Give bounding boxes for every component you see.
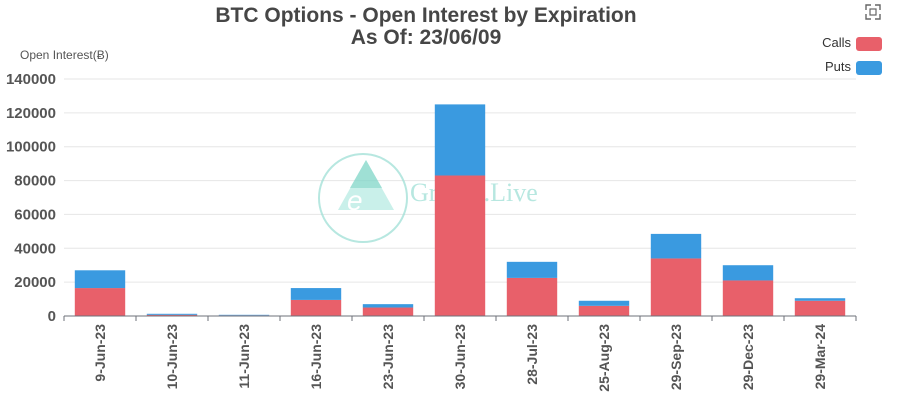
x-tick-label: 25-Aug-23: [596, 324, 612, 392]
y-tick-label: 60000: [14, 206, 56, 223]
bar-puts[interactable]: [146, 313, 198, 315]
bar-puts[interactable]: [506, 261, 558, 278]
bar-calls[interactable]: [578, 305, 630, 316]
x-tick-label: 9-Jun-23: [92, 324, 108, 382]
bar-puts[interactable]: [218, 314, 270, 316]
x-tick-label: 11-Jun-23: [236, 324, 252, 389]
bar-calls[interactable]: [362, 307, 414, 316]
x-tick-label: 29-Sep-23: [668, 324, 684, 390]
x-tick-label: 28-Jul-23: [524, 324, 540, 385]
bar-calls[interactable]: [146, 314, 198, 316]
x-tick-label: 29-Dec-23: [740, 324, 756, 390]
y-tick-label: 140000: [6, 71, 56, 88]
bar-calls[interactable]: [722, 280, 774, 316]
y-axis-label: Open Interest(Ƀ): [20, 48, 109, 62]
bar-calls[interactable]: [74, 288, 126, 316]
bar-calls[interactable]: [650, 258, 702, 316]
fullscreen-icon[interactable]: [865, 4, 881, 20]
bar-puts[interactable]: [362, 304, 414, 308]
y-tick-label: 0: [48, 308, 56, 325]
bar-calls[interactable]: [434, 175, 486, 316]
bar-puts[interactable]: [74, 270, 126, 289]
bar-calls[interactable]: [290, 299, 342, 316]
y-tick-label: 20000: [14, 274, 56, 291]
y-tick-label: 120000: [6, 105, 56, 122]
chart-title: BTC Options - Open Interest by Expiratio…: [215, 4, 636, 27]
y-tick-label: 80000: [14, 173, 56, 190]
bar-puts[interactable]: [434, 104, 486, 176]
bars: [74, 104, 846, 316]
legend-swatch[interactable]: [856, 61, 882, 75]
bar-puts[interactable]: [578, 300, 630, 306]
bar-puts[interactable]: [290, 288, 342, 300]
legend-label: Puts: [825, 59, 852, 74]
x-tick-label: 16-Jun-23: [308, 324, 324, 390]
bar-puts[interactable]: [650, 233, 702, 259]
x-axis: 9-Jun-23 10-Jun-23 11-Jun-23 16-Jun-23 23-Ju…: [63, 315, 857, 392]
legend: Calls Puts: [822, 35, 882, 75]
bar-calls[interactable]: [506, 277, 558, 316]
x-tick-label: 29-Mar-24: [812, 324, 828, 390]
bar-calls[interactable]: [794, 300, 846, 316]
y-axis: 0 20000 40000 60000 80000 100000 120000 140000: [6, 71, 56, 325]
y-tick-label: 40000: [14, 240, 56, 257]
svg-text:e: e: [347, 185, 363, 216]
legend-swatch[interactable]: [856, 37, 882, 51]
greeks-live-logo-icon: e: [318, 153, 408, 243]
y-tick-label: 100000: [6, 139, 56, 156]
bar-puts[interactable]: [722, 265, 774, 281]
x-tick-label: 23-Jun-23: [380, 324, 396, 390]
chart-subtitle: As Of: 23/06/09: [351, 26, 502, 49]
x-tick-label: 10-Jun-23: [164, 324, 180, 390]
bar-puts[interactable]: [794, 298, 846, 301]
x-tick-label: 30-Jun-23: [452, 324, 468, 390]
watermark: e Greeks.Live: [318, 153, 538, 243]
legend-label: Calls: [822, 35, 851, 50]
